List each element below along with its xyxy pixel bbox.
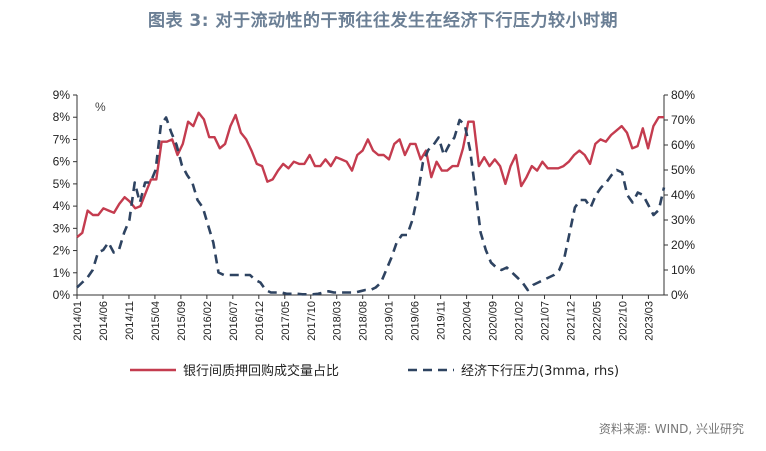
x-tick-label: 2019/01 (384, 301, 396, 341)
x-tick-label: 2015/04 (150, 301, 162, 341)
x-tick-label: 2022/05 (591, 301, 603, 341)
x-tick-label: 2021/12 (565, 301, 577, 341)
x-tick-label: 2023/03 (643, 301, 655, 341)
right-tick-label: 40% (671, 188, 695, 202)
x-tick-label: 2020/09 (488, 301, 500, 341)
x-tick-label: 2014/11 (124, 301, 136, 340)
left-tick-label: 8% (53, 110, 71, 124)
x-tick-label: 2014/06 (98, 301, 110, 341)
right-tick-label: 30% (671, 213, 695, 227)
left-tick-label: 3% (53, 221, 71, 235)
right-tick-label: 60% (671, 138, 695, 152)
x-tick-label: 2016/07 (228, 301, 240, 341)
legend-label-repo-share: 银行间质押回购成交量占比 (183, 363, 339, 379)
x-tick-label: 2019/06 (410, 301, 422, 341)
legend-label-downward-pressure: 经济下行压力(3mma, rhs) (461, 364, 619, 379)
left-tick-label: 7% (53, 132, 71, 146)
x-tick-label: 2021/07 (540, 301, 552, 341)
page-title: 图表 3: 对于流动性的干预往往发生在经济下行压力较小时期 (148, 11, 618, 31)
left-tick-label: 4% (53, 199, 71, 213)
series-line-repo-share (76, 111, 664, 239)
left-tick-label: 1% (53, 266, 71, 280)
series-line-downward-pressure (76, 116, 666, 296)
right-tick-label: 70% (671, 113, 695, 127)
x-tick-label: 2018/08 (358, 301, 370, 341)
right-tick-label: 20% (671, 238, 695, 252)
x-tick-label: 2020/04 (462, 301, 474, 341)
left-tick-label: 5% (53, 177, 71, 191)
left-unit-label: % (95, 100, 106, 114)
left-tick-label: 9% (53, 88, 71, 102)
x-tick-label: 2016/02 (202, 301, 214, 341)
right-tick-label: 10% (671, 263, 695, 277)
left-tick-label: 0% (53, 288, 71, 302)
x-tick-label: 2017/10 (306, 301, 318, 341)
x-tick-label: 2015/09 (176, 301, 188, 341)
left-tick-label: 2% (53, 244, 71, 258)
x-tick-label: 2018/03 (332, 301, 344, 341)
right-tick-label: 80% (671, 88, 695, 102)
x-tick-label: 2016/12 (254, 301, 266, 341)
right-tick-label: 0% (671, 288, 689, 302)
right-tick-label: 50% (671, 163, 695, 177)
x-tick-label: 2017/05 (280, 301, 292, 341)
x-tick-label: 2021/02 (514, 301, 526, 341)
x-tick-label: 2014/01 (72, 301, 84, 341)
source-note: 资料来源: WIND, 兴业研究 (598, 422, 744, 436)
left-tick-label: 6% (53, 155, 71, 169)
x-tick-label: 2019/11 (436, 301, 448, 340)
x-tick-label: 2022/10 (617, 301, 629, 341)
